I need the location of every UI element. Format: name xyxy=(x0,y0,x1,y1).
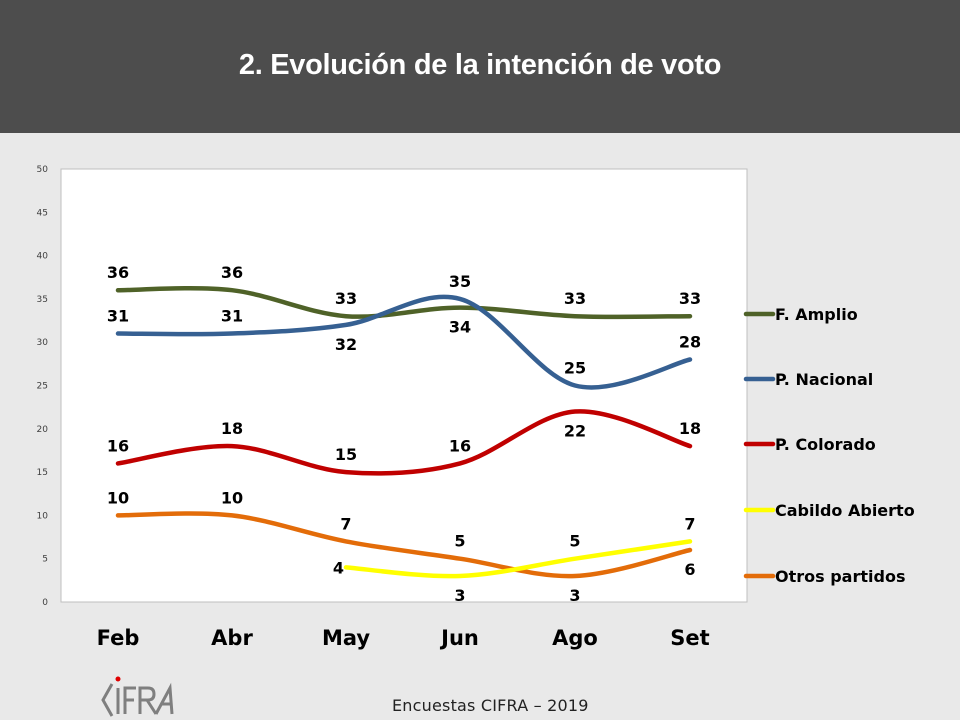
data-label-f-amplio: 33 xyxy=(564,289,586,308)
data-label-p-nacional: 31 xyxy=(107,307,129,326)
data-label-otros-partidos: 3 xyxy=(569,586,580,605)
data-label-p-colorado: 16 xyxy=(449,436,471,455)
data-label-f-amplio: 33 xyxy=(335,289,357,308)
x-tick-label: May xyxy=(322,626,370,650)
legend-label: F. Amplio xyxy=(775,305,858,324)
y-tick-label: 40 xyxy=(37,252,49,262)
x-tick-label: Feb xyxy=(97,626,140,650)
data-label-cabildo-abierto: 4 xyxy=(333,558,344,577)
y-tick-label: 35 xyxy=(37,295,48,305)
y-tick-label: 50 xyxy=(37,165,49,175)
series-line-f-amplio xyxy=(115,286,693,320)
y-tick-label: 0 xyxy=(42,598,48,608)
y-axis: 0 5 10 15 20 25 30 35 40 45 50 xyxy=(37,165,49,608)
slide-header: 2. Evolución de la intención de voto xyxy=(0,0,960,133)
legend-item-cabildo-abierto: Cabildo Abierto xyxy=(743,501,915,520)
series-line-cabildo-abierto xyxy=(343,539,693,579)
footer-text: Encuestas CIFRA – 2019 xyxy=(392,696,589,715)
legend-item-p-colorado: P. Colorado xyxy=(743,435,876,454)
data-label-p-nacional: 35 xyxy=(449,272,471,291)
legend-item-otros-partidos: Otros partidos xyxy=(743,567,905,586)
legend-item-f-amplio: F. Amplio xyxy=(743,305,858,324)
x-tick-label: Abr xyxy=(211,626,253,650)
legend-label: P. Nacional xyxy=(775,370,873,389)
x-tick-label: Ago xyxy=(552,626,598,650)
logo-red-dot xyxy=(115,676,121,682)
cifra-logo xyxy=(101,676,174,717)
data-label-p-nacional: 32 xyxy=(335,335,357,354)
series-line-p-colorado xyxy=(115,409,693,476)
data-label-f-amplio: 34 xyxy=(449,318,471,337)
legend-label: Otros partidos xyxy=(775,567,905,586)
data-label-otros-partidos: 10 xyxy=(107,488,129,507)
data-label-cabildo-abierto: 7 xyxy=(684,514,695,533)
data-label-f-amplio: 36 xyxy=(221,263,243,282)
data-label-cabildo-abierto: 3 xyxy=(454,586,465,605)
data-label-p-nacional: 28 xyxy=(679,333,701,352)
data-label-p-nacional: 25 xyxy=(564,359,586,378)
y-tick-label: 25 xyxy=(37,382,48,392)
y-tick-label: 20 xyxy=(37,425,49,435)
x-tick-label: Jun xyxy=(439,626,479,650)
plot-area xyxy=(60,168,748,603)
data-label-p-colorado: 16 xyxy=(107,436,129,455)
data-label-f-amplio: 33 xyxy=(679,289,701,308)
y-tick-label: 10 xyxy=(37,511,49,521)
series-line-otros-partidos xyxy=(115,511,693,579)
legend: F. Amplio P. Nacional P. Colorado Cabildo A… xyxy=(743,305,915,586)
logo-r xyxy=(138,686,158,715)
legend-item-p-nacional: P. Nacional xyxy=(743,370,873,389)
data-label-p-nacional: 31 xyxy=(221,307,243,326)
data-label-cabildo-abierto: 5 xyxy=(569,532,580,551)
x-tick-label: Set xyxy=(670,626,709,650)
data-label-p-colorado: 18 xyxy=(221,419,243,438)
y-tick-label: 30 xyxy=(37,338,49,348)
legend-label: Cabildo Abierto xyxy=(775,501,915,520)
data-label-otros-partidos: 10 xyxy=(221,488,243,507)
data-label-otros-partidos: 7 xyxy=(340,514,351,533)
y-tick-label: 45 xyxy=(37,208,48,218)
data-label-otros-partidos: 6 xyxy=(684,560,695,579)
x-axis: Feb Abr May Jun Ago Set xyxy=(97,626,710,650)
data-label-p-colorado: 22 xyxy=(564,421,586,440)
y-tick-label: 15 xyxy=(37,468,48,478)
series-lines xyxy=(115,286,693,579)
legend-label: P. Colorado xyxy=(775,435,876,454)
page-title: 2. Evolución de la intención de voto xyxy=(238,49,722,81)
data-label-f-amplio: 36 xyxy=(107,263,129,282)
logo-f xyxy=(123,686,136,714)
series-line-p-nacional xyxy=(115,294,693,390)
data-label-p-colorado: 18 xyxy=(679,419,701,438)
y-tick-label: 5 xyxy=(42,555,48,565)
logo-a xyxy=(154,682,174,715)
data-label-otros-partidos: 5 xyxy=(454,532,465,551)
logo-chevron xyxy=(101,683,114,717)
data-label-p-colorado: 15 xyxy=(335,445,357,464)
